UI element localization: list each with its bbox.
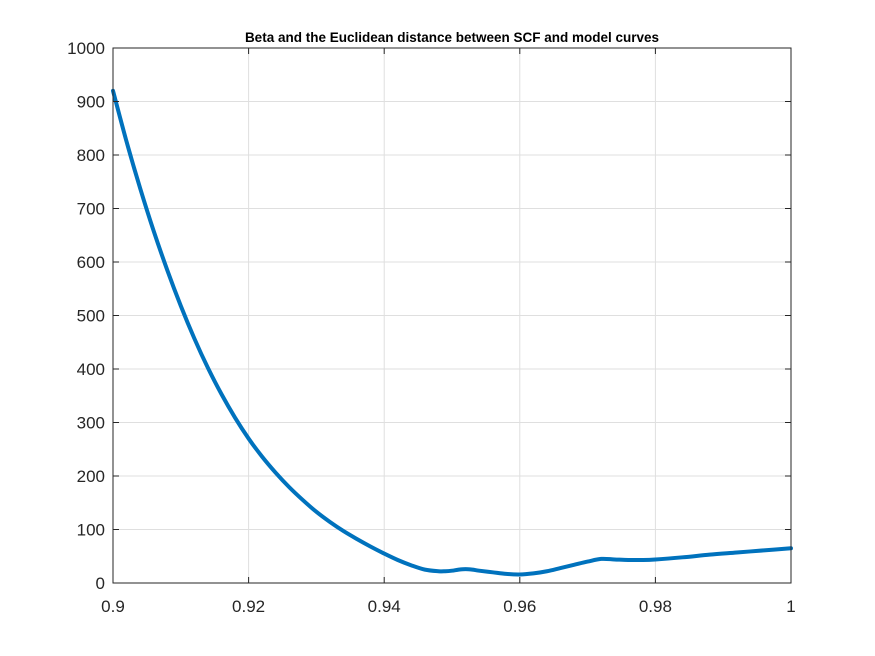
x-tick-label: 0.9 bbox=[101, 597, 125, 616]
y-tick-label: 600 bbox=[77, 253, 105, 272]
series-line bbox=[111, 88, 793, 577]
series-layer bbox=[111, 88, 793, 577]
y-tick-label: 700 bbox=[77, 200, 105, 219]
x-tick-labels: 0.9 0.92 0.94 0.96 0.98 1 bbox=[101, 597, 796, 616]
y-tick-label: 200 bbox=[77, 467, 105, 486]
x-tick-label: 1 bbox=[786, 597, 795, 616]
chart-title: Beta and the Euclidean distance between … bbox=[245, 30, 659, 45]
ticks bbox=[112, 47, 792, 584]
y-tick-label: 400 bbox=[77, 360, 105, 379]
y-tick-label: 800 bbox=[77, 146, 105, 165]
y-tick-labels: 0 100 200 300 400 500 600 700 800 900 1000 bbox=[67, 39, 105, 593]
y-tick-label: 0 bbox=[96, 574, 105, 593]
y-tick-label: 100 bbox=[77, 521, 105, 540]
x-tick-label: 0.94 bbox=[368, 597, 401, 616]
y-tick-label: 1000 bbox=[67, 39, 105, 58]
x-tick-label: 0.96 bbox=[503, 597, 536, 616]
y-tick-label: 300 bbox=[77, 414, 105, 433]
y-tick-label: 900 bbox=[77, 93, 105, 112]
x-tick-label: 0.92 bbox=[232, 597, 265, 616]
x-tick-label: 0.98 bbox=[639, 597, 672, 616]
y-tick-label: 500 bbox=[77, 307, 105, 326]
